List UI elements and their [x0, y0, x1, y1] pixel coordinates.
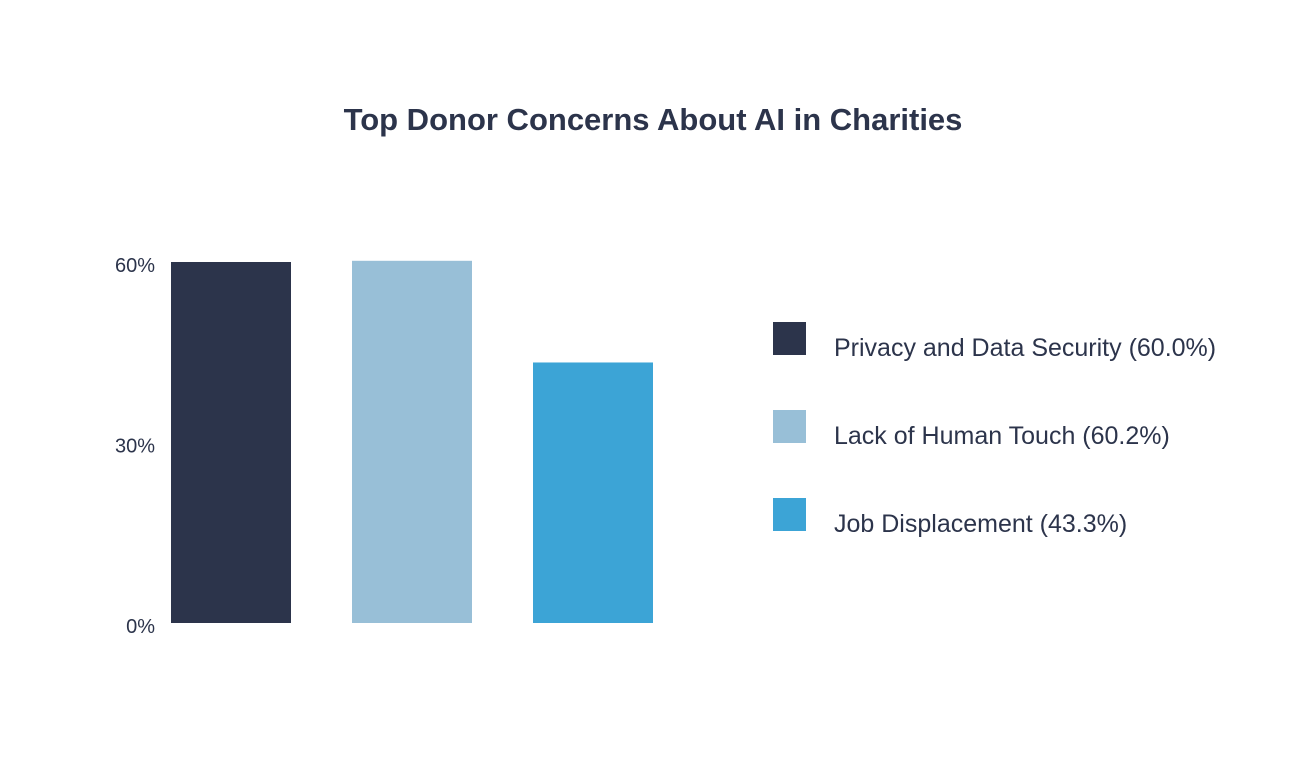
legend-label: Job Displacement (43.3%)	[834, 510, 1127, 538]
legend: Privacy and Data Security (60.0%) Lack of…	[773, 322, 1216, 538]
bars-group	[171, 260, 653, 623]
legend-swatch	[773, 322, 806, 355]
legend-swatch	[773, 498, 806, 531]
legend-label: Lack of Human Touch (60.2%)	[834, 422, 1170, 450]
bar[interactable]	[352, 260, 472, 623]
chart-title: Top Donor Concerns About AI in Charities	[344, 102, 963, 137]
bar[interactable]	[533, 362, 653, 623]
legend-label: Privacy and Data Security (60.0%)	[834, 334, 1216, 362]
legend-swatch	[773, 410, 806, 443]
y-tick-label: 60%	[115, 255, 155, 277]
y-axis: 0% 30% 60%	[115, 255, 155, 638]
bar[interactable]	[171, 262, 291, 623]
y-tick-label: 0%	[126, 616, 155, 638]
y-tick-label: 30%	[115, 436, 155, 458]
